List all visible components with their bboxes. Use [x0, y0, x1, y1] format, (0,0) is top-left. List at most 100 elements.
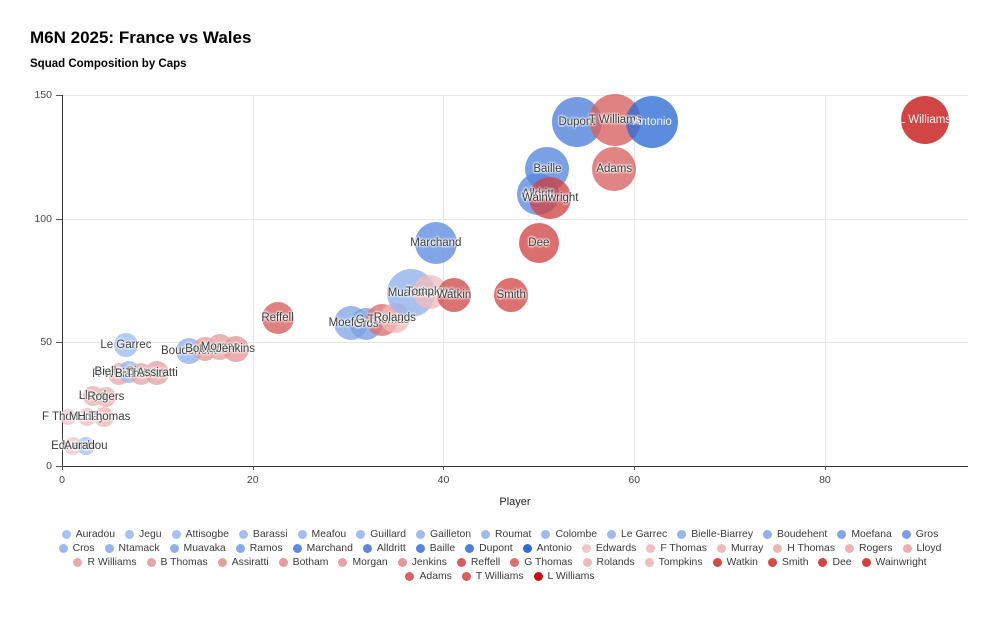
bubble-label-g-thomas: G Thomas	[355, 314, 410, 327]
legend-label: Antonio	[536, 542, 572, 554]
x-tick-label: 40	[437, 474, 450, 486]
bubble-label-marchand: Marchand	[410, 237, 462, 250]
x-axis-title: Player	[499, 496, 531, 508]
bubble-rogers[interactable]	[95, 386, 116, 407]
legend-dot-icon	[581, 543, 591, 553]
bubble-l-williams[interactable]	[901, 95, 950, 144]
chart-subtitle: Squad Composition by Caps	[30, 58, 187, 70]
legend-item-rolands: Rolands	[582, 557, 635, 568]
x-tick-label: 80	[819, 474, 831, 486]
legend-dot-icon	[73, 557, 83, 567]
legend-label: Rogers	[859, 542, 893, 554]
bubble-marchand[interactable]	[414, 222, 457, 265]
legend-label: Meafou	[311, 528, 347, 540]
legend-item-ramos: Ramos	[235, 543, 283, 554]
x-tick-label: 0	[59, 474, 65, 486]
x-axis-tick	[443, 466, 445, 470]
legend-item-jenkins: Jenkins	[397, 556, 447, 568]
chart-title: M6N 2025: France vs Wales	[30, 28, 252, 47]
legend-dot-icon	[712, 557, 722, 567]
bubble-h-thomas[interactable]	[93, 406, 114, 427]
legend-dot-icon	[338, 557, 348, 567]
x-axis-tick	[252, 466, 254, 470]
legend-label: G Thomas	[524, 556, 573, 568]
bubble-reffell[interactable]	[261, 301, 294, 334]
bubble-adams[interactable]	[592, 147, 637, 192]
legend-dot-icon	[644, 557, 654, 567]
legend-label: Colombe	[555, 528, 598, 540]
legend-dot-icon	[646, 543, 656, 553]
legend-dot-icon	[146, 557, 156, 567]
legend-label: Moefana	[851, 528, 892, 540]
legend-item-b-thomas: B Thomas	[146, 556, 208, 568]
legend-dot-icon	[461, 571, 471, 581]
legend-label: Boudehent	[777, 528, 828, 540]
legend-label: Dee	[832, 556, 852, 568]
legend-label: Lloyd	[916, 542, 942, 554]
legend-label: B Thomas	[160, 556, 208, 568]
bubble-label-l-williams: L Williams	[899, 113, 952, 126]
bubble-label-morgan: Morgan	[200, 341, 240, 354]
legend-row: Auradou Jegu Attisogbe Barassi Meafou Guillar…	[0, 527, 1000, 541]
bubble-antonio[interactable]	[626, 96, 679, 149]
legend-item-dee: Dee	[818, 556, 852, 568]
bubble-jenkins[interactable]	[222, 335, 249, 362]
bubble-auradou[interactable]	[76, 437, 95, 456]
y-axis-tick	[56, 342, 62, 344]
legend-item-gailleton: Gailleton	[416, 529, 471, 540]
bubble-label-jenkins: Jenkins	[216, 342, 256, 355]
bubble-label-dee: Dee	[528, 237, 550, 250]
bubble-f-thomas[interactable]	[59, 408, 76, 425]
legend-dot-icon	[767, 557, 777, 567]
legend-dot-icon	[217, 557, 227, 567]
legend-item-edwards: Edwards	[581, 542, 637, 554]
legend-row: R Williams B Thomas Assiratti Botham Morgan J…	[0, 555, 1000, 569]
legend-item-wainwright: Wainwright	[861, 557, 927, 568]
y-axis-tick	[56, 466, 62, 467]
legend-item-le-garrec: Le Garrec	[607, 529, 667, 540]
legend-dot-icon	[533, 571, 543, 581]
legend-label: Botham	[292, 556, 329, 568]
bubble-label-t-williams: T Williams	[588, 113, 642, 126]
legend-label: Jenkins	[411, 556, 447, 568]
legend-dot-icon	[677, 529, 687, 539]
bubble-label-h-thomas: H Thomas	[77, 410, 131, 423]
x-tick-label: 60	[628, 474, 641, 486]
h-gridline	[62, 95, 968, 96]
bubble-murray[interactable]	[77, 407, 96, 426]
legend-label: R Williams	[87, 556, 137, 568]
v-gridline	[252, 95, 254, 466]
legend-dot-icon	[582, 557, 592, 567]
legend-item-smith: Smith	[767, 557, 808, 568]
bubble-dee[interactable]	[518, 223, 559, 264]
legend-label: Bielle-Biarrey	[691, 528, 754, 540]
bubble-label-watkin: Watkin	[436, 289, 472, 302]
legend-label: L Williams	[547, 570, 595, 582]
bubble-label-gros: Gros	[353, 317, 379, 330]
bubble-watkin[interactable]	[436, 278, 471, 313]
legend-dot-icon	[235, 543, 245, 553]
legend-item-botham: Botham	[278, 556, 329, 568]
y-tick-label: 100	[34, 212, 52, 225]
bubble-smith[interactable]	[494, 278, 529, 313]
legend-item-boudehent: Boudehent	[763, 529, 827, 540]
legend-dot-icon	[818, 557, 828, 567]
bubble-label-edwards: Edwards	[51, 440, 96, 453]
legend-label: Edwards	[595, 542, 637, 554]
h-gridline	[62, 342, 968, 344]
legend-dot-icon	[481, 529, 491, 539]
legend-row: Adams T Williams L Williams	[0, 569, 1000, 583]
legend-dot-icon	[416, 529, 426, 539]
legend-label: Marchand	[306, 542, 353, 554]
bubble-wainwright[interactable]	[529, 176, 572, 219]
legend-dot-icon	[297, 529, 307, 539]
bubble-label-le-garrec: Le Garrec	[100, 338, 152, 351]
bubble-label-alldritt: Alldritt	[521, 187, 554, 200]
bubble-le-garrec[interactable]	[113, 332, 138, 357]
legend-dot-icon	[278, 557, 288, 567]
legend-label: F Thomas	[660, 542, 707, 554]
bubble-label-tompkins: Tompkins	[405, 285, 455, 298]
bubble-assiratti[interactable]	[145, 361, 170, 386]
legend-dot-icon	[456, 557, 466, 567]
legend-dot-icon	[238, 529, 248, 539]
